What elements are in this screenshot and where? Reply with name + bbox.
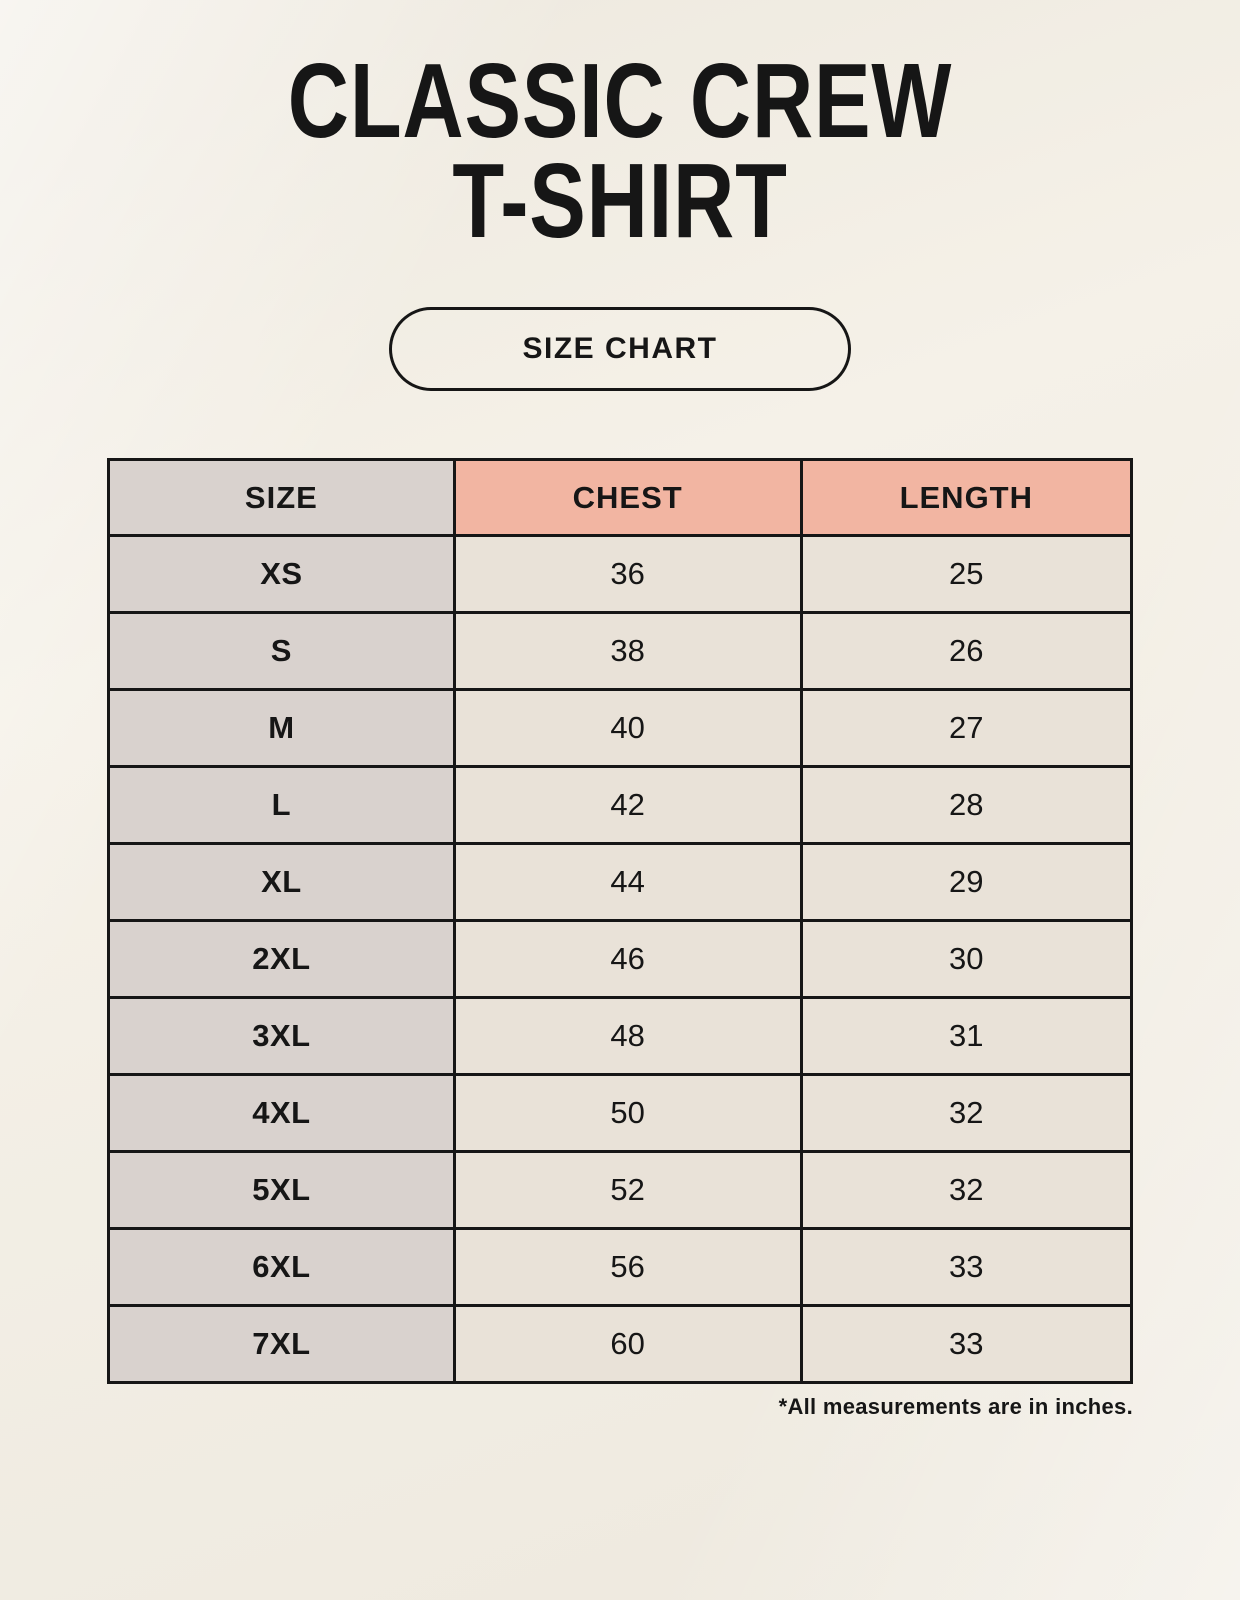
table-row: L 42 28 [107,765,1134,846]
size-cell: 4XL [107,1073,456,1154]
table-container: SIZE CHEST LENGTH XS 36 25 S 38 26 M [0,458,1240,1385]
size-cell: 2XL [107,919,456,1000]
chest-cell: 36 [452,534,803,615]
table-row: XL 44 29 [107,842,1134,923]
chest-cell: 44 [452,842,803,923]
chest-cell: 56 [452,1227,803,1308]
chest-cell: 60 [452,1304,803,1385]
column-header-size: SIZE [107,458,456,538]
length-cell: 33 [799,1227,1134,1308]
chest-cell: 48 [452,996,803,1077]
column-header-length: LENGTH [799,458,1134,538]
badge-container: SIZE CHART [0,307,1240,392]
length-cell: 30 [799,919,1134,1000]
table-row: S 38 26 [107,611,1134,692]
table-row: M 40 27 [107,688,1134,769]
chest-cell: 38 [452,611,803,692]
size-cell: L [107,765,456,846]
size-cell: 3XL [107,996,456,1077]
length-cell: 32 [799,1073,1134,1154]
size-cell: 6XL [107,1227,456,1308]
size-cell: S [107,611,456,692]
size-cell: 7XL [107,1304,456,1385]
length-cell: 27 [799,688,1134,769]
header-row: SIZE CHEST LENGTH [107,458,1134,538]
chest-cell: 50 [452,1073,803,1154]
length-cell: 25 [799,534,1134,615]
size-cell: XS [107,534,456,615]
chest-cell: 52 [452,1150,803,1231]
table-row: 5XL 52 32 [107,1150,1134,1231]
size-cell: 5XL [107,1150,456,1231]
table-row: 4XL 50 32 [107,1073,1134,1154]
size-chart-badge-label: SIZE CHART [522,332,718,366]
size-cell: XL [107,842,456,923]
chest-cell: 42 [452,765,803,846]
size-table: SIZE CHEST LENGTH XS 36 25 S 38 26 M [107,458,1134,1385]
size-cell: M [107,688,456,769]
page-title-line-2: T-SHIRT [452,141,788,260]
table-row: 2XL 46 30 [107,919,1134,1000]
table-row: XS 36 25 [107,534,1134,615]
page-title-line-1: CLASSIC CREW [287,42,953,160]
length-cell: 28 [799,765,1134,846]
table-row: 7XL 60 33 [107,1304,1134,1385]
chest-cell: 46 [452,919,803,1000]
table-row: 3XL 48 31 [107,996,1134,1077]
page-title: CLASSIC CREW T-SHIRT [124,42,1116,260]
length-cell: 29 [799,842,1134,923]
length-cell: 33 [799,1304,1134,1385]
table-row: 6XL 56 33 [107,1227,1134,1308]
measurements-note: *All measurements are in inches. [778,1394,1133,1420]
chest-cell: 40 [452,688,803,769]
length-cell: 32 [799,1150,1134,1231]
length-cell: 31 [799,996,1134,1077]
size-chart-badge: SIZE CHART [389,307,851,392]
column-header-chest: CHEST [452,458,803,538]
length-cell: 26 [799,611,1134,692]
